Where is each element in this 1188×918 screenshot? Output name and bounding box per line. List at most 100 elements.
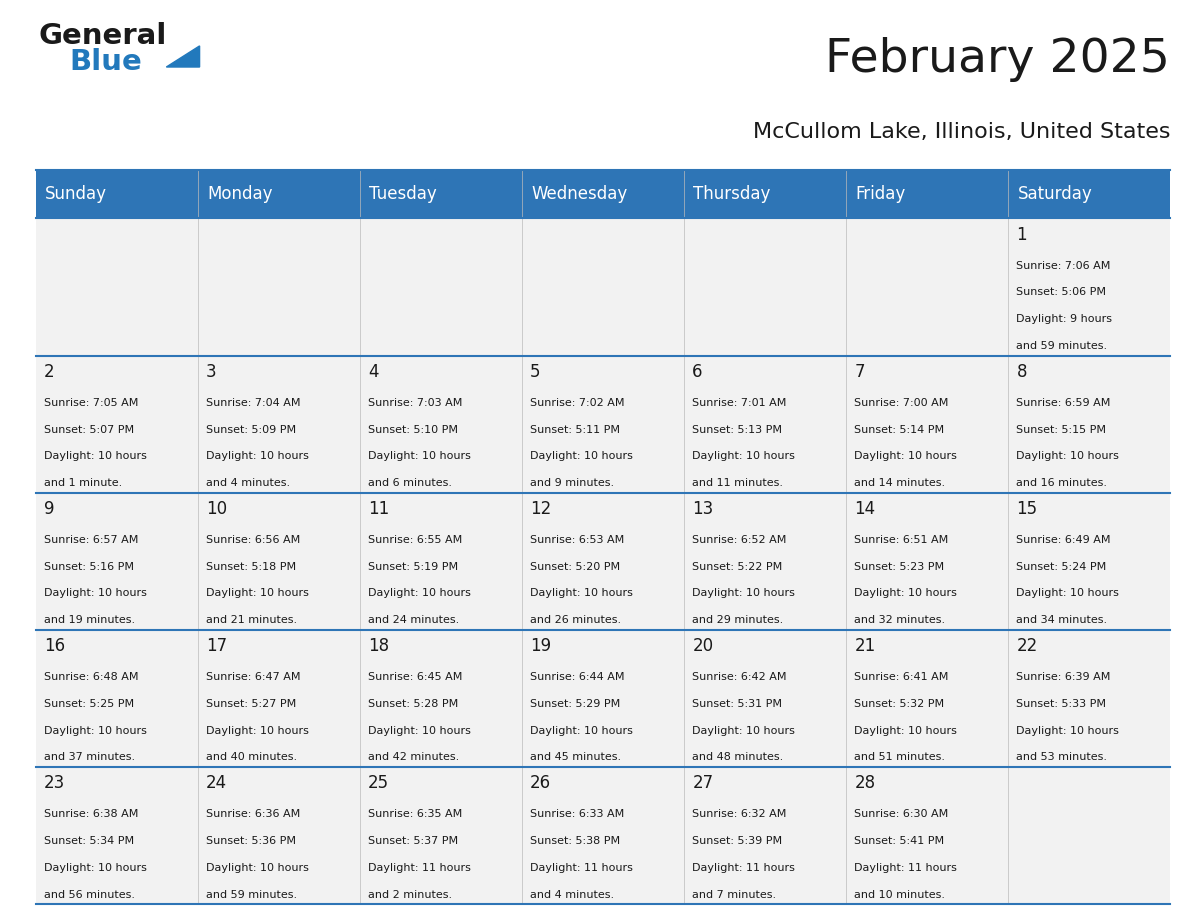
Text: Daylight: 10 hours: Daylight: 10 hours <box>530 452 633 462</box>
Text: Sunrise: 7:01 AM: Sunrise: 7:01 AM <box>693 397 786 408</box>
Text: and 32 minutes.: and 32 minutes. <box>854 615 946 625</box>
Text: Daylight: 10 hours: Daylight: 10 hours <box>854 588 958 599</box>
Text: 13: 13 <box>693 500 714 518</box>
Text: and 9 minutes.: and 9 minutes. <box>530 478 614 488</box>
Text: Sunset: 5:34 PM: Sunset: 5:34 PM <box>44 836 134 846</box>
Text: Sunrise: 6:47 AM: Sunrise: 6:47 AM <box>206 672 301 682</box>
Text: Daylight: 11 hours: Daylight: 11 hours <box>530 863 633 873</box>
Text: Sunrise: 7:04 AM: Sunrise: 7:04 AM <box>206 397 301 408</box>
Bar <box>522 630 684 767</box>
Bar <box>684 170 846 218</box>
Text: Daylight: 10 hours: Daylight: 10 hours <box>206 725 309 735</box>
Bar <box>360 170 522 218</box>
Text: Sunrise: 6:51 AM: Sunrise: 6:51 AM <box>854 535 948 545</box>
Text: 26: 26 <box>530 775 551 792</box>
Text: Sunrise: 6:55 AM: Sunrise: 6:55 AM <box>368 535 462 545</box>
Bar <box>684 630 846 767</box>
Bar <box>522 767 684 904</box>
Text: and 4 minutes.: and 4 minutes. <box>206 478 290 488</box>
Text: Sunset: 5:10 PM: Sunset: 5:10 PM <box>368 425 459 434</box>
Text: 7: 7 <box>854 363 865 381</box>
Text: 9: 9 <box>44 500 55 518</box>
Text: 28: 28 <box>854 775 876 792</box>
Text: 20: 20 <box>693 637 713 655</box>
Text: and 42 minutes.: and 42 minutes. <box>368 753 460 762</box>
Text: Daylight: 10 hours: Daylight: 10 hours <box>693 588 795 599</box>
Text: and 53 minutes.: and 53 minutes. <box>1017 753 1107 762</box>
Bar <box>1009 767 1170 904</box>
Bar <box>360 767 522 904</box>
Text: Sunrise: 6:59 AM: Sunrise: 6:59 AM <box>1017 397 1111 408</box>
Bar <box>360 218 522 355</box>
Text: and 1 minute.: and 1 minute. <box>44 478 122 488</box>
Text: Sunrise: 6:39 AM: Sunrise: 6:39 AM <box>1017 672 1111 682</box>
Text: 25: 25 <box>368 775 390 792</box>
Text: Sunrise: 6:48 AM: Sunrise: 6:48 AM <box>44 672 139 682</box>
Text: and 40 minutes.: and 40 minutes. <box>206 753 297 762</box>
Text: Sunset: 5:38 PM: Sunset: 5:38 PM <box>530 836 620 846</box>
Bar <box>36 170 197 218</box>
Text: 5: 5 <box>530 363 541 381</box>
Text: and 16 minutes.: and 16 minutes. <box>1017 478 1107 488</box>
Text: 19: 19 <box>530 637 551 655</box>
Text: 2: 2 <box>44 363 55 381</box>
Text: Daylight: 10 hours: Daylight: 10 hours <box>368 452 470 462</box>
Text: February 2025: February 2025 <box>826 38 1170 83</box>
Text: and 21 minutes.: and 21 minutes. <box>206 615 297 625</box>
Polygon shape <box>166 46 200 67</box>
Text: Daylight: 10 hours: Daylight: 10 hours <box>1017 452 1119 462</box>
Text: Sunset: 5:07 PM: Sunset: 5:07 PM <box>44 425 134 434</box>
Text: Sunrise: 6:35 AM: Sunrise: 6:35 AM <box>368 810 462 819</box>
Text: Sunrise: 6:52 AM: Sunrise: 6:52 AM <box>693 535 786 545</box>
Text: Sunset: 5:09 PM: Sunset: 5:09 PM <box>206 425 296 434</box>
Text: Sunset: 5:20 PM: Sunset: 5:20 PM <box>530 562 620 572</box>
Bar <box>684 355 846 493</box>
Text: Daylight: 10 hours: Daylight: 10 hours <box>693 452 795 462</box>
Text: Sunset: 5:41 PM: Sunset: 5:41 PM <box>854 836 944 846</box>
Text: Sunset: 5:19 PM: Sunset: 5:19 PM <box>368 562 459 572</box>
Text: 17: 17 <box>206 637 227 655</box>
Text: McCullom Lake, Illinois, United States: McCullom Lake, Illinois, United States <box>753 121 1170 141</box>
Text: and 2 minutes.: and 2 minutes. <box>368 890 453 900</box>
Text: Daylight: 10 hours: Daylight: 10 hours <box>854 725 958 735</box>
Text: Sunrise: 7:03 AM: Sunrise: 7:03 AM <box>368 397 462 408</box>
Text: Sunset: 5:36 PM: Sunset: 5:36 PM <box>206 836 296 846</box>
Bar <box>1009 170 1170 218</box>
Text: Sunrise: 6:33 AM: Sunrise: 6:33 AM <box>530 810 625 819</box>
Text: Sunrise: 6:57 AM: Sunrise: 6:57 AM <box>44 535 138 545</box>
Bar <box>197 218 360 355</box>
Bar <box>36 218 197 355</box>
Text: Daylight: 10 hours: Daylight: 10 hours <box>206 588 309 599</box>
Text: Sunset: 5:14 PM: Sunset: 5:14 PM <box>854 425 944 434</box>
Text: and 34 minutes.: and 34 minutes. <box>1017 615 1107 625</box>
Bar <box>36 630 197 767</box>
Text: Sunset: 5:39 PM: Sunset: 5:39 PM <box>693 836 783 846</box>
Bar <box>522 170 684 218</box>
Text: Sunset: 5:22 PM: Sunset: 5:22 PM <box>693 562 783 572</box>
Bar <box>846 767 1009 904</box>
Bar <box>846 170 1009 218</box>
Text: General: General <box>38 22 166 50</box>
Text: Daylight: 10 hours: Daylight: 10 hours <box>44 588 147 599</box>
Bar <box>1009 630 1170 767</box>
Text: Sunset: 5:32 PM: Sunset: 5:32 PM <box>854 699 944 709</box>
Text: 10: 10 <box>206 500 227 518</box>
Bar <box>36 767 197 904</box>
Text: Sunrise: 6:36 AM: Sunrise: 6:36 AM <box>206 810 301 819</box>
Bar <box>522 493 684 630</box>
Bar <box>522 218 684 355</box>
Text: Sunset: 5:33 PM: Sunset: 5:33 PM <box>1017 699 1106 709</box>
Bar <box>197 767 360 904</box>
Bar <box>1009 493 1170 630</box>
Text: 15: 15 <box>1017 500 1037 518</box>
Bar <box>36 493 197 630</box>
Text: 8: 8 <box>1017 363 1026 381</box>
Text: and 14 minutes.: and 14 minutes. <box>854 478 946 488</box>
Text: Sunrise: 6:38 AM: Sunrise: 6:38 AM <box>44 810 138 819</box>
Text: Daylight: 10 hours: Daylight: 10 hours <box>530 725 633 735</box>
Text: 12: 12 <box>530 500 551 518</box>
Text: Sunrise: 6:41 AM: Sunrise: 6:41 AM <box>854 672 949 682</box>
Bar <box>360 355 522 493</box>
Text: Daylight: 10 hours: Daylight: 10 hours <box>44 452 147 462</box>
Text: Sunrise: 7:02 AM: Sunrise: 7:02 AM <box>530 397 625 408</box>
